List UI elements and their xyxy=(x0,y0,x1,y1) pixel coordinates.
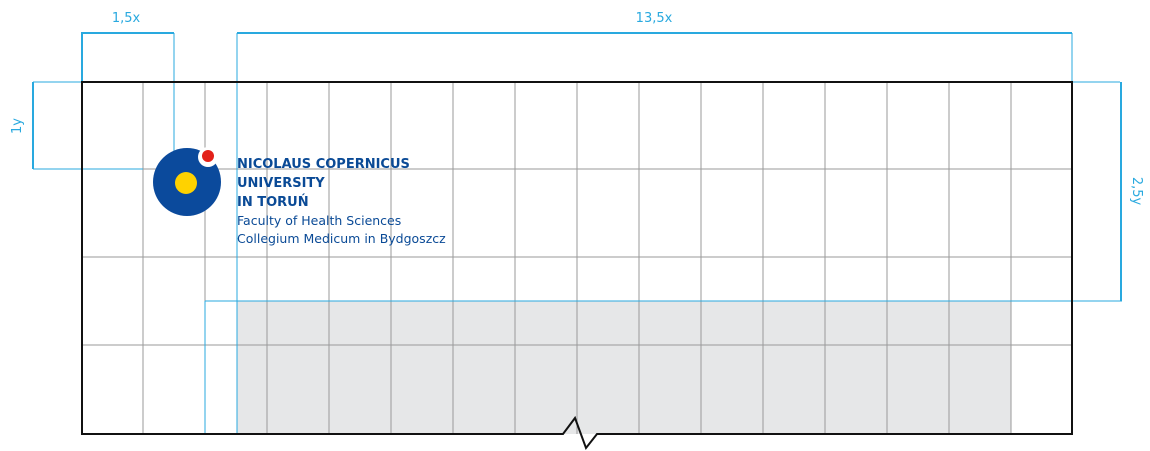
left-width-label: 1,5x xyxy=(112,11,141,26)
grid-rows xyxy=(82,168,1072,346)
grid-columns xyxy=(142,82,1012,434)
faculty-line-2: Collegium Medicum in Bydgoszcz xyxy=(237,231,446,246)
logo-name-line-3: IN TORUŃ xyxy=(237,194,309,210)
shaded-content-area xyxy=(237,301,1011,434)
logo-name-line-2: UNIVERSITY xyxy=(237,176,325,191)
university-logo: NICOLAUS COPERNICUS UNIVERSITY IN TORUŃ … xyxy=(153,147,446,246)
top-height-label: 1y xyxy=(10,118,25,134)
logo-height-label: 2,5y xyxy=(1129,177,1144,206)
outer-frame xyxy=(81,81,1073,451)
faculty-line-1: Faculty of Health Sciences xyxy=(237,213,401,228)
content-width-label: 13,5x xyxy=(636,11,673,26)
logo-emblem-icon xyxy=(153,147,221,216)
logo-name-line-1: NICOLAUS COPERNICUS xyxy=(237,157,410,172)
dimension-brackets xyxy=(32,32,1122,301)
